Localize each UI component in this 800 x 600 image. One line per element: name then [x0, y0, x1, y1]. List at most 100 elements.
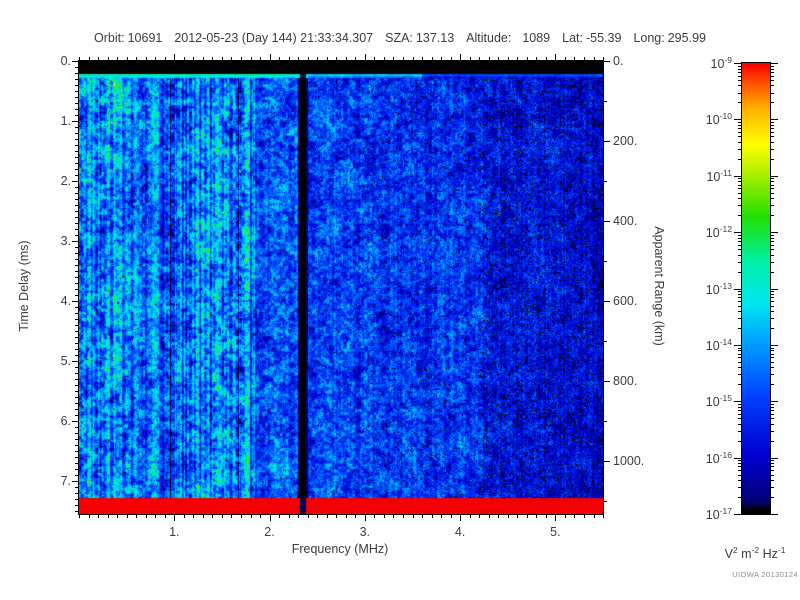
y-minor-tick — [75, 235, 79, 236]
colorbar-minor-tick-right — [770, 297, 774, 299]
colorbar-minor-tick-right — [770, 184, 774, 186]
colorbar-minor-tick — [738, 65, 742, 67]
colorbar-minor-tick — [738, 291, 742, 293]
colorbar-minor-tick-right — [770, 357, 774, 359]
y-minor-tick — [75, 265, 79, 266]
y-major-tick — [72, 361, 79, 362]
y-minor-tick — [75, 457, 79, 458]
x-minor-tick — [231, 514, 233, 518]
colorbar-minor-tick-right — [770, 188, 774, 190]
colorbar-minor-tick-right — [770, 460, 774, 462]
x-minor-tick-top — [98, 57, 100, 61]
colorbar-major-tick — [734, 63, 742, 64]
colorbar-minor-tick-right — [770, 310, 774, 312]
x-major-tick — [269, 514, 271, 521]
colorbar-minor-tick — [738, 122, 742, 123]
y2-minor-tick — [603, 341, 607, 343]
colorbar-minor-tick-right — [770, 470, 774, 472]
x-minor-tick — [183, 514, 185, 518]
header-value-altitude: 1089 — [522, 31, 551, 45]
colorbar-minor-tick — [738, 440, 742, 442]
header-label-orbit: Orbit: — [94, 31, 125, 45]
y-minor-tick — [75, 283, 79, 284]
x-minor-tick-top — [374, 57, 376, 61]
x-minor-tick-top — [117, 57, 119, 61]
colorbar-minor-tick — [738, 215, 742, 217]
colorbar-minor-tick — [738, 181, 742, 183]
y-minor-tick — [75, 445, 79, 446]
colorbar-minor-tick — [738, 128, 742, 130]
colorbar-minor-tick — [738, 188, 742, 190]
y-tick-label: 3. — [60, 234, 71, 248]
colorbar-minor-tick-right — [770, 80, 774, 81]
colorbar-minor-tick-right — [770, 128, 774, 130]
x-axis-title-frequency: Frequency (MHz) — [291, 542, 389, 556]
x-minor-tick-top — [517, 57, 519, 61]
y-minor-tick — [75, 343, 79, 344]
colorbar-minor-tick — [738, 327, 742, 329]
colorbar-minor-tick-right — [770, 353, 774, 355]
y-minor-tick — [75, 145, 79, 146]
y-minor-tick — [75, 385, 79, 386]
colorbar-minor-tick-right — [770, 350, 774, 352]
colorbar-minor-tick — [738, 418, 742, 420]
colorbar-minor-tick-right — [770, 327, 774, 329]
x-minor-tick — [307, 514, 309, 518]
y-minor-tick — [75, 187, 79, 188]
colorbar-tick-label: 10-16 — [705, 449, 732, 466]
x-tick-label: 5. — [550, 525, 561, 539]
colorbar-minor-tick — [738, 361, 742, 363]
x-minor-tick-top — [593, 57, 595, 61]
colorbar-minor-tick — [738, 487, 742, 489]
y-major-tick — [72, 241, 79, 242]
colorbar-minor-tick — [738, 261, 742, 263]
y-tick-label: 4. — [60, 294, 71, 308]
colorbar-tick-label: 10-14 — [705, 336, 732, 353]
y-minor-tick — [75, 295, 79, 296]
y-minor-tick — [75, 229, 79, 230]
colorbar-minor-tick — [738, 406, 742, 408]
colorbar-minor-tick-right — [770, 198, 774, 200]
x-minor-tick — [345, 514, 347, 518]
colorbar-minor-tick — [738, 68, 742, 70]
y-minor-tick — [75, 223, 79, 224]
y-minor-tick — [75, 277, 79, 278]
x-major-tick-top — [269, 54, 271, 61]
y-minor-tick — [75, 271, 79, 272]
colorbar-major-tick — [734, 457, 742, 459]
colorbar-minor-tick-right — [770, 367, 774, 369]
y2-tick-label: 600. — [613, 294, 638, 309]
spectrogram-plot-area: 0. 1. 2. 3. 4. 5. 6. 7. 0. 200. 400. 600. 800. 1000. 1… — [61, 54, 644, 539]
colorbar-tick-label: 10-10 — [705, 111, 732, 128]
x-minor-tick — [136, 514, 138, 518]
y-minor-tick — [75, 337, 79, 338]
y-tick-label: 6. — [60, 414, 71, 428]
x-minor-tick-top — [431, 57, 433, 61]
colorbar-minor-tick-right — [770, 294, 774, 295]
colorbar-minor-tick — [738, 423, 742, 425]
x-minor-tick — [288, 514, 290, 518]
colorbar-minor-tick — [738, 254, 742, 256]
colorbar-minor-tick — [738, 353, 742, 355]
x-minor-tick — [498, 514, 500, 518]
y-minor-tick — [75, 217, 79, 218]
colorbar-minor-tick — [738, 430, 742, 432]
x-minor-tick — [536, 514, 538, 518]
colorbar-major-tick-right — [770, 344, 778, 346]
x-minor-tick — [202, 514, 204, 518]
y-minor-tick — [75, 91, 79, 92]
y2-major-tick — [603, 381, 610, 383]
credit-watermark: UIOWA 20130124 — [732, 570, 798, 579]
x-minor-tick — [526, 514, 528, 518]
x-major-tick-top — [174, 54, 176, 61]
header-label-long: Long: — [633, 31, 665, 45]
x-minor-tick — [412, 514, 414, 518]
colorbar-minor-tick — [738, 80, 742, 81]
colorbar-tick-label: 10-15 — [705, 393, 732, 410]
x-minor-tick-top — [231, 57, 233, 61]
colorbar-unit-label: V2 m-2 Hz-1 — [724, 545, 786, 562]
x-minor-tick — [145, 514, 147, 518]
colorbar-minor-tick — [738, 305, 742, 307]
colorbar-minor-tick-right — [770, 318, 774, 319]
y-minor-tick — [75, 409, 79, 410]
